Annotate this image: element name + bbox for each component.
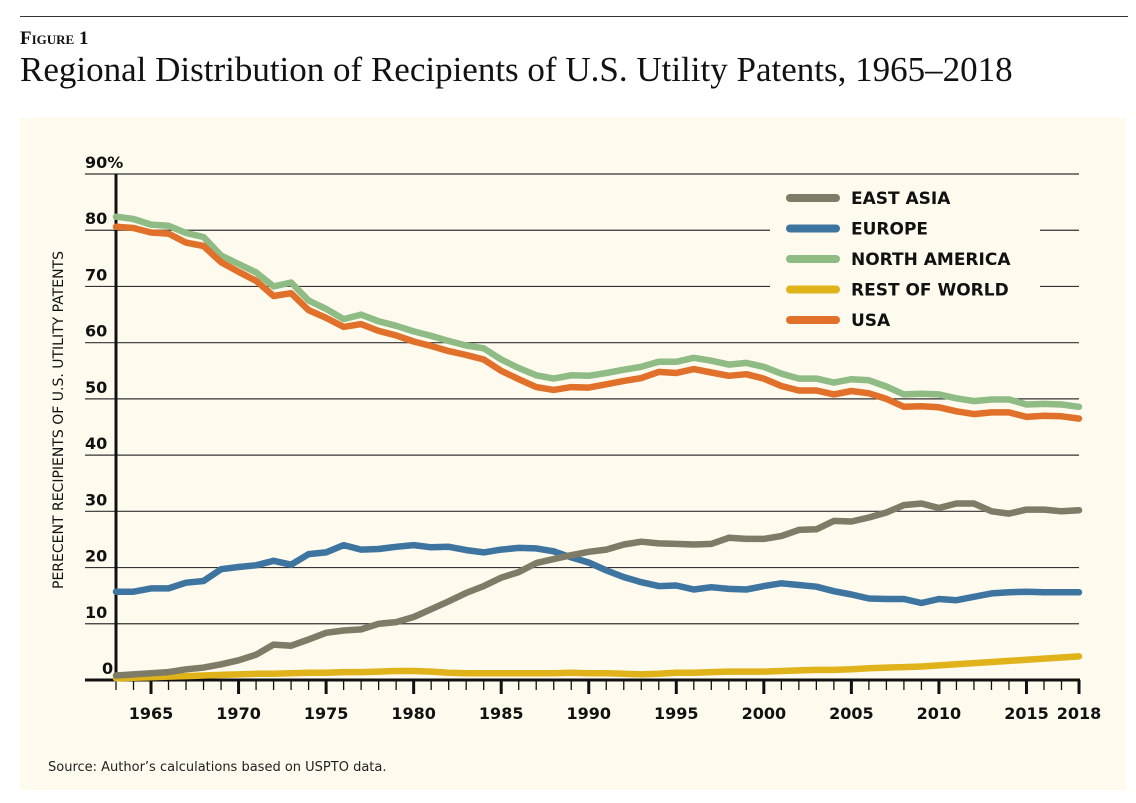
y-tick-label-50: 50 — [85, 378, 107, 397]
x-tick-label-2005: 2005 — [829, 704, 874, 723]
y-tick-label-20: 20 — [85, 547, 107, 566]
y-tick-label-10: 10 — [85, 603, 107, 622]
gridlines — [85, 173, 1080, 682]
y-tick-labels: 0 10 20 30 40 50 60 70 80 90% — [85, 153, 123, 678]
y-tick-label-60: 60 — [85, 322, 107, 341]
x-tick-label-1975: 1975 — [304, 704, 349, 723]
figure-label: Figure 1 — [20, 28, 89, 49]
series-line-usa — [112, 223, 1083, 422]
y-tick-label-30: 30 — [85, 490, 107, 509]
x-tick-label-2018: 2018 — [1057, 704, 1102, 723]
y-axis-label: PERECENT RECIPIENTS OF U.S. UTILITY PATE… — [51, 251, 67, 589]
y-tick-label-70: 70 — [85, 265, 107, 284]
x-tick-label-1990: 1990 — [566, 704, 611, 723]
legend-label-europe: EUROPE — [851, 220, 928, 240]
y-tick-label-90: 90% — [85, 153, 123, 172]
legend-label-east-asia: EAST ASIA — [851, 189, 951, 209]
x-tick-label-2010: 2010 — [917, 704, 962, 723]
legend-label-rest-of-world: REST OF WORLD — [851, 281, 1009, 301]
x-tick-label-1965: 1965 — [129, 704, 174, 723]
y-tick-label-40: 40 — [85, 434, 107, 453]
x-tick-label-2000: 2000 — [742, 704, 787, 723]
x-tick-label-1980: 1980 — [391, 704, 436, 723]
chart-title: Regional Distribution of Recipients of U… — [20, 50, 1013, 89]
series-line-rest-of-world — [112, 653, 1083, 682]
x-tick-label-1995: 1995 — [654, 704, 699, 723]
series-line-europe — [112, 541, 1083, 607]
x-ticks: 1965 1970 1975 1980 1985 1990 1995 2000 2005 2010… — [115, 680, 1102, 723]
legend: EAST ASIA EUROPE NORTH AMERICA REST OF WORL… — [786, 189, 1011, 331]
top-rule — [20, 16, 1128, 17]
series-line-north-america — [112, 213, 1083, 411]
x-tick-label-1985: 1985 — [479, 704, 524, 723]
legend-label-usa: USA — [851, 311, 891, 331]
source-note: Source: Author’s calculations based on U… — [48, 760, 387, 775]
x-tick-label-1970: 1970 — [216, 704, 261, 723]
series-lines — [112, 213, 1083, 682]
y-tick-label-80: 80 — [85, 209, 107, 228]
y-tick-label-0: 0 — [102, 659, 113, 678]
series-line-east-asia — [112, 500, 1083, 679]
x-tick-label-2015: 2015 — [1004, 704, 1049, 723]
legend-label-north-america: NORTH AMERICA — [851, 250, 1011, 270]
